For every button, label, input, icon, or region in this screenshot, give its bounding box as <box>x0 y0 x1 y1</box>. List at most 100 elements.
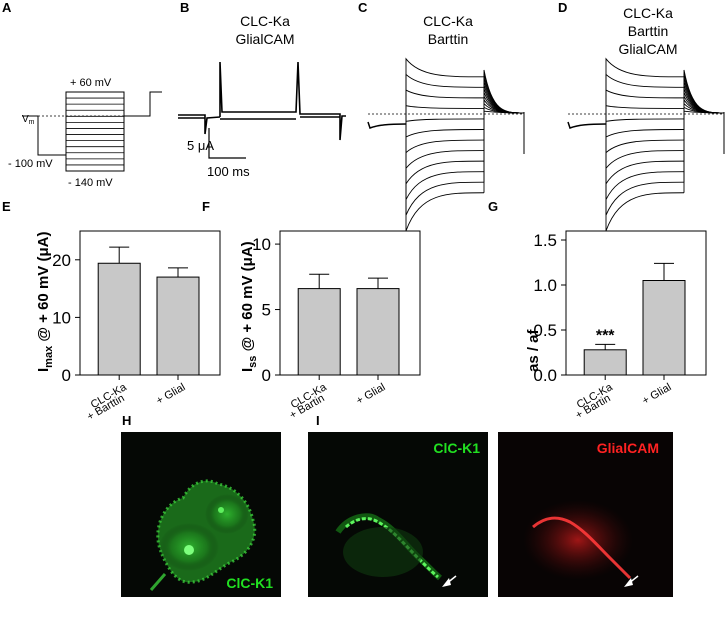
step-box <box>65 91 125 172</box>
y-tick-label: 10 <box>252 235 271 254</box>
y-tick-label: 0.5 <box>533 321 557 340</box>
tail-current <box>483 106 525 183</box>
current-sweep <box>605 124 685 170</box>
cell-image-i-green <box>335 513 457 587</box>
bottom-voltage-label: - 140 mV <box>68 177 113 189</box>
panel-b-title: GlialCAM <box>235 31 294 47</box>
tail-current <box>483 73 525 114</box>
bar <box>642 280 686 376</box>
scale-y-label: 5 μA <box>187 138 214 153</box>
y-tick-label: 1.5 <box>533 231 557 250</box>
y-tick-label: 10 <box>52 308 71 327</box>
micrograph-i-green: ClC-K1 <box>308 432 488 597</box>
cell-image-h <box>149 479 257 591</box>
panel-letter: E <box>2 199 11 214</box>
current-sweep <box>605 124 685 231</box>
y-tick-label: 20 <box>52 251 71 270</box>
panel-title: CLC-Ka <box>423 13 473 29</box>
panel-title: Barttin <box>628 23 668 39</box>
bar <box>356 288 400 376</box>
y-axis-label: as / af <box>525 328 542 372</box>
stain-label-i-red: GlialCAM <box>596 440 659 456</box>
x-tick-label: + Glial <box>354 381 387 407</box>
scale-bar <box>208 128 246 159</box>
plot-frame <box>79 230 221 376</box>
panel-d: D CLC-Ka Barttin GlialCAM <box>558 0 725 231</box>
x-tick-label: + Glial <box>154 381 187 407</box>
plot-frame <box>279 230 421 376</box>
current-sweep <box>405 124 485 186</box>
stain-label-i-green: ClC-K1 <box>433 440 480 456</box>
bar <box>156 276 200 376</box>
significance-label: *** <box>596 327 615 344</box>
y-axis-label: Imax @ + 60 mV (μA) <box>35 232 55 372</box>
cell-image-i-red <box>523 500 639 587</box>
top-voltage-label: + 60 mV <box>70 77 112 89</box>
panel-letter: D <box>558 0 567 15</box>
current-sweep <box>605 105 685 124</box>
micrograph-i-red: GlialCAM <box>498 432 673 597</box>
panel-letter: B <box>180 0 189 15</box>
current-sweep <box>605 118 685 124</box>
bar <box>297 288 341 376</box>
current-sweep <box>405 124 485 216</box>
panel-letter: F <box>202 199 210 214</box>
y-tick-label: 1.0 <box>533 276 557 295</box>
current-sweep <box>405 105 485 124</box>
tail-current <box>683 98 725 162</box>
current-sweep <box>405 89 485 124</box>
tail-current <box>683 106 725 183</box>
current-sweep <box>605 124 685 216</box>
current-sweep <box>405 124 485 200</box>
current-trace <box>219 61 346 141</box>
panel-b: B CLC-Ka GlialCAM 5 μA 100 ms <box>178 0 346 179</box>
tail-current <box>483 110 525 193</box>
current-sweep <box>605 124 685 138</box>
panel-letter: H <box>122 413 131 428</box>
y-tick-label: 5 <box>262 301 271 320</box>
scale-x-label: 100 ms <box>207 164 250 179</box>
current-sweep <box>405 124 485 154</box>
panel-letter: I <box>316 413 320 428</box>
current-sweep <box>605 124 685 154</box>
current-sweep <box>605 124 685 200</box>
panel-letter: G <box>488 199 498 214</box>
holding-current <box>567 121 607 129</box>
micrograph-h: ClC-K1 <box>121 432 281 597</box>
y-tick-label: 0 <box>62 366 71 385</box>
panel-c: C CLC-Ka Barttin <box>358 0 525 231</box>
y-tick-label: 0.0 <box>533 366 557 385</box>
bar <box>97 262 141 376</box>
panel-letter: C <box>358 0 368 15</box>
tail-current <box>483 98 525 162</box>
panel-title: GlialCAM <box>618 41 677 57</box>
y-tick-label: 0 <box>262 366 271 385</box>
current-sweep <box>605 124 685 186</box>
holding-current <box>367 121 407 129</box>
current-sweep <box>405 124 485 170</box>
y-axis-label: Iss @ + 60 mV (μA) <box>239 241 259 372</box>
protocol-trace <box>22 91 162 156</box>
tail-current <box>683 95 725 151</box>
current-sweep <box>405 124 485 138</box>
panel-title: CLC-Ka <box>623 5 673 21</box>
tail-current <box>683 73 725 114</box>
bar <box>583 349 627 376</box>
current-sweep <box>405 118 485 124</box>
current-sweep <box>605 73 685 124</box>
hold-voltage-label: - 100 mV <box>8 158 53 170</box>
current-sweep <box>605 57 685 124</box>
current-sweep <box>405 73 485 124</box>
panel-letter: A <box>2 0 12 15</box>
plot-frame <box>565 230 707 376</box>
tail-current <box>683 110 725 193</box>
current-sweep <box>405 124 485 231</box>
current-sweep <box>605 89 685 124</box>
panel-title: Barttin <box>428 31 468 47</box>
